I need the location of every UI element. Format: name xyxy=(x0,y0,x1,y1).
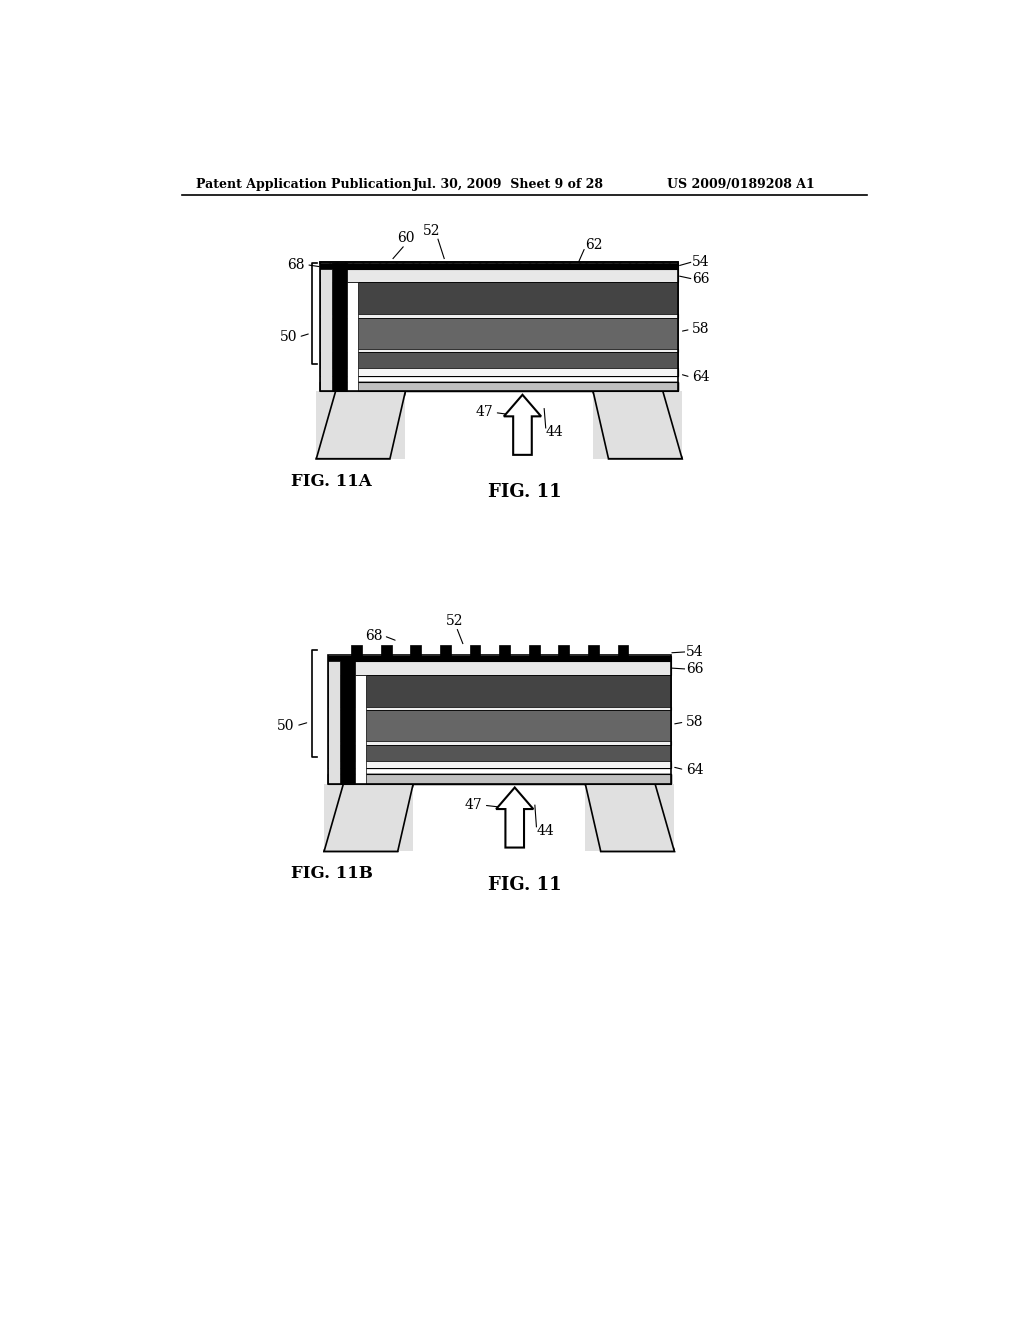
Bar xyxy=(328,661,340,784)
Bar xyxy=(321,348,678,352)
Bar xyxy=(328,760,671,768)
Text: 64: 64 xyxy=(692,370,710,384)
Bar xyxy=(381,645,391,656)
Bar xyxy=(440,645,451,656)
Bar xyxy=(321,348,678,352)
Bar xyxy=(321,263,678,391)
Bar xyxy=(321,282,678,314)
Text: 44: 44 xyxy=(537,824,554,838)
Bar xyxy=(328,742,671,744)
Bar xyxy=(328,775,671,784)
Text: Jul. 30, 2009  Sheet 9 of 28: Jul. 30, 2009 Sheet 9 of 28 xyxy=(414,178,604,190)
Text: 66: 66 xyxy=(686,661,703,676)
Text: 62: 62 xyxy=(586,239,603,252)
Bar xyxy=(355,675,366,784)
Bar xyxy=(528,645,540,656)
Bar xyxy=(328,775,671,784)
Bar xyxy=(351,645,362,656)
Bar xyxy=(321,314,678,318)
Bar xyxy=(332,263,347,391)
Bar xyxy=(328,706,671,710)
Text: 47: 47 xyxy=(465,799,482,812)
Bar xyxy=(500,645,510,656)
Bar xyxy=(588,645,599,656)
Text: 64: 64 xyxy=(686,763,703,776)
Bar xyxy=(321,381,678,391)
Text: 52: 52 xyxy=(446,614,464,628)
Text: 50: 50 xyxy=(280,330,297,345)
Text: 58: 58 xyxy=(686,715,703,729)
Text: 52: 52 xyxy=(423,223,440,238)
Text: Patent Application Publication: Patent Application Publication xyxy=(197,178,412,190)
Polygon shape xyxy=(504,395,541,455)
Bar xyxy=(321,318,678,348)
Bar xyxy=(321,368,678,376)
Bar xyxy=(411,645,421,656)
Bar xyxy=(328,775,671,784)
Bar xyxy=(328,760,671,768)
Text: 68: 68 xyxy=(287,257,305,272)
Text: FIG. 11A: FIG. 11A xyxy=(291,473,372,490)
Polygon shape xyxy=(496,788,534,847)
Bar xyxy=(328,675,671,706)
Bar xyxy=(593,391,682,459)
Text: 47: 47 xyxy=(475,405,493,420)
Bar xyxy=(328,656,671,661)
Bar xyxy=(321,268,332,391)
Bar xyxy=(321,368,678,376)
Bar xyxy=(340,656,355,784)
Text: 58: 58 xyxy=(692,322,710,337)
Text: 54: 54 xyxy=(692,255,710,269)
Bar xyxy=(316,391,406,459)
Text: 66: 66 xyxy=(692,272,710,285)
Bar xyxy=(328,655,671,784)
Bar xyxy=(321,370,678,376)
Polygon shape xyxy=(586,784,675,851)
Text: FIG. 11: FIG. 11 xyxy=(488,483,561,502)
Bar xyxy=(558,645,569,656)
Text: 60: 60 xyxy=(396,231,414,246)
Bar xyxy=(470,645,480,656)
Text: 44: 44 xyxy=(546,425,563,438)
Bar xyxy=(321,381,678,391)
Bar xyxy=(321,381,678,391)
Bar xyxy=(321,352,678,368)
Bar xyxy=(321,263,678,268)
Text: 50: 50 xyxy=(278,719,295,733)
Text: FIG. 11B: FIG. 11B xyxy=(291,866,373,882)
Bar xyxy=(328,710,671,742)
Polygon shape xyxy=(593,391,682,459)
Text: US 2009/0189208 A1: US 2009/0189208 A1 xyxy=(667,178,814,190)
Text: FIG. 11: FIG. 11 xyxy=(488,876,561,894)
Bar xyxy=(328,763,671,768)
Bar xyxy=(617,645,629,656)
Bar xyxy=(321,268,678,282)
Polygon shape xyxy=(316,391,406,459)
Text: 54: 54 xyxy=(686,645,703,659)
Bar xyxy=(321,314,678,318)
Polygon shape xyxy=(324,784,414,851)
Bar xyxy=(328,742,671,744)
Bar xyxy=(328,744,671,760)
Bar xyxy=(347,282,358,391)
Text: 68: 68 xyxy=(365,628,382,643)
Bar xyxy=(586,784,675,851)
Bar xyxy=(328,661,671,675)
Bar xyxy=(328,661,671,675)
Bar xyxy=(328,706,671,710)
Bar xyxy=(324,784,414,851)
Bar xyxy=(321,268,678,282)
